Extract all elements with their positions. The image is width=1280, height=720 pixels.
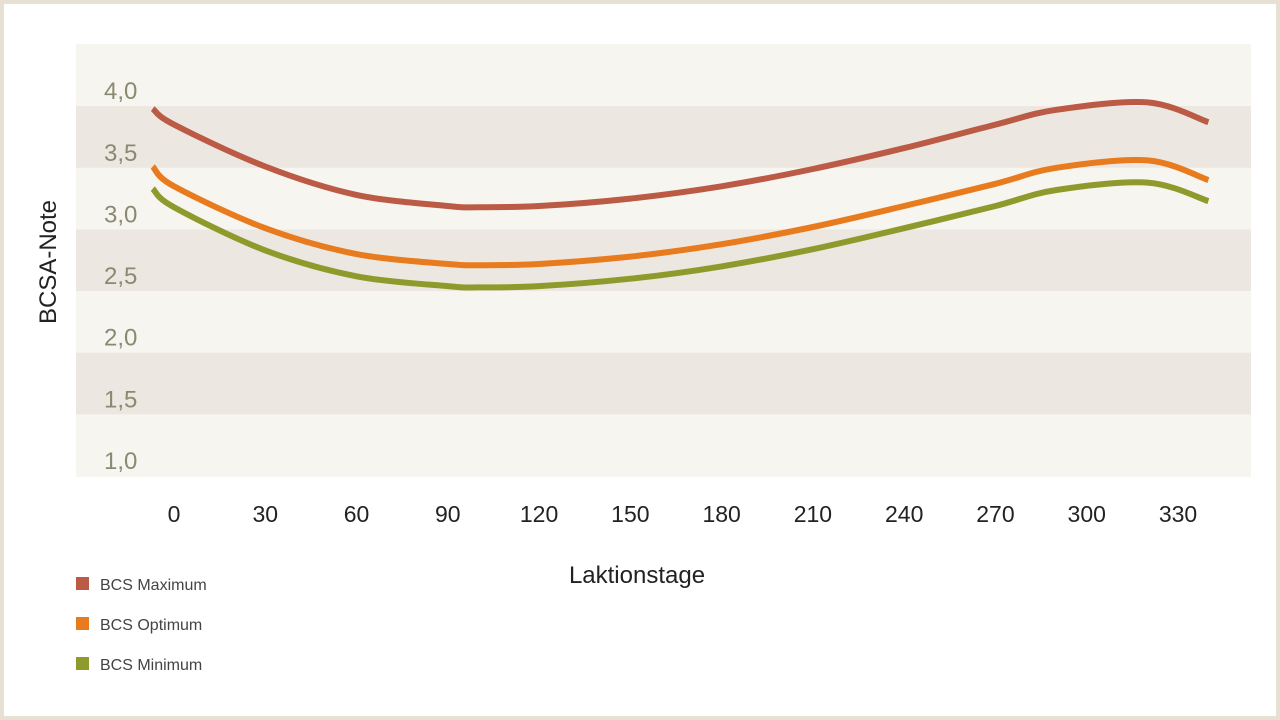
x-tick-label: 270 — [976, 501, 1014, 527]
y-tick-label: 2,5 — [104, 263, 137, 290]
x-tick-label: 120 — [520, 501, 558, 527]
grid-band — [76, 352, 1251, 415]
x-axis-title: Laktionstage — [569, 562, 705, 589]
legend-label: BCS Optimum — [100, 617, 202, 634]
x-tick-label: 300 — [1068, 501, 1106, 527]
series-line-bcs-minimum — [150, 179, 1210, 291]
y-axis-title: BCSA-Note — [35, 200, 62, 324]
legend-item: BCS Optimum — [76, 617, 202, 634]
legend-swatch — [76, 657, 89, 670]
x-tick-label: 30 — [252, 501, 278, 527]
grid-band — [76, 106, 1251, 168]
x-tick-label: 0 — [168, 501, 181, 527]
legend-item: BCS Minimum — [76, 657, 202, 674]
y-tick-label: 3,0 — [104, 201, 137, 228]
x-tick-label: 180 — [702, 501, 740, 527]
x-tick-label: 240 — [885, 501, 923, 527]
y-axis-ticks: 1,0 1,5 2,0 2,5 3,0 3,5 4,0 — [104, 78, 137, 475]
legend-swatch — [76, 617, 89, 630]
y-tick-label: 3,5 — [104, 140, 137, 167]
legend: BCS Maximum BCS Optimum BCS Minimum — [76, 577, 207, 674]
series-line-bcs-maximum — [150, 99, 1210, 211]
y-tick-label: 1,5 — [104, 386, 137, 413]
series-line-bcs-optimum — [150, 156, 1210, 269]
y-tick-label: 4,0 — [104, 78, 137, 105]
x-tick-label: 150 — [611, 501, 649, 527]
y-tick-label: 1,0 — [104, 448, 137, 475]
x-tick-label: 330 — [1159, 501, 1197, 527]
x-axis-ticks: 0 30 60 90 120 150 180 210 240 270 300 330 — [168, 501, 1198, 527]
legend-label: BCS Maximum — [100, 577, 207, 594]
x-tick-label: 60 — [344, 501, 370, 527]
series-lines — [150, 99, 1210, 291]
grid-band — [76, 229, 1251, 292]
legend-item: BCS Maximum — [76, 577, 207, 594]
plot-background-bands — [76, 44, 1251, 477]
legend-swatch — [76, 577, 89, 590]
legend-label: BCS Minimum — [100, 657, 202, 674]
x-tick-label: 90 — [435, 501, 461, 527]
y-tick-label: 2,0 — [104, 325, 137, 352]
x-tick-label: 210 — [794, 501, 832, 527]
